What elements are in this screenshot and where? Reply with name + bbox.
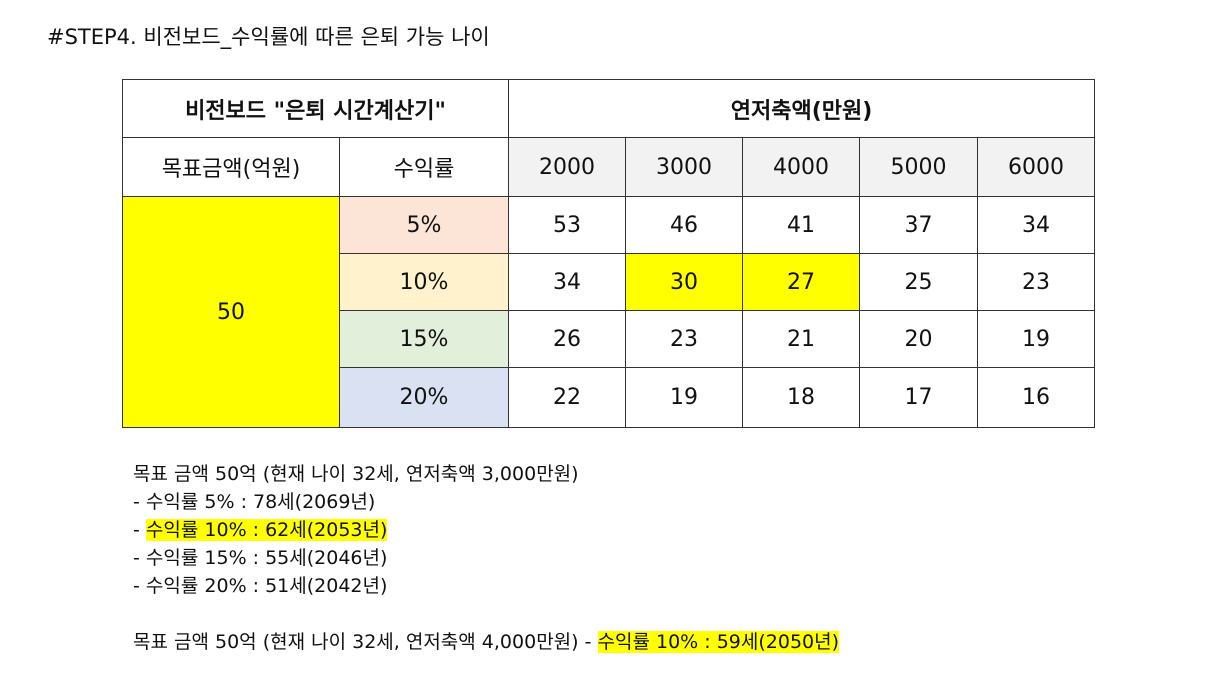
retirement-age-cell: 16 — [977, 367, 1096, 428]
return-rate-header: 수익률 — [338, 137, 510, 197]
list-item: - 수익률 10% : 62세(2053년) — [133, 516, 839, 544]
retirement-age-cell: 25 — [859, 253, 979, 311]
rate-result-text: 수익률 15% : 55세(2046년) — [145, 547, 388, 569]
retirement-age-cell: 20 — [859, 310, 979, 368]
table-title-row: 비전보드 "은퇴 시간계산기" 연저축액(만원) — [121, 79, 1096, 138]
return-rate-cell: 15% — [338, 310, 510, 368]
highlighted-age-cell: 30 — [625, 253, 744, 311]
list-item: - 수익률 15% : 55세(2046년) — [133, 544, 839, 572]
notes-heading-3000: 목표 금액 50억 (현재 나이 32세, 연저축액 3,000만원) — [133, 463, 579, 485]
annual-savings-header: 연저축액(만원) — [508, 79, 1096, 138]
rate-result-text: 수익률 20% : 51세(2042년) — [145, 575, 388, 597]
retirement-age-cell: 46 — [625, 196, 744, 254]
retirement-age-cell: 34 — [977, 196, 1096, 254]
list-bullet: - — [133, 491, 146, 513]
list-bullet: - — [133, 575, 146, 597]
retirement-calculator-table: 비전보드 "은퇴 시간계산기" 연저축액(만원) 목표금액(억원) 수익률 20… — [121, 79, 1096, 428]
retirement-age-cell: 22 — [508, 367, 627, 428]
retirement-age-cell: 37 — [859, 196, 979, 254]
table-row: 15% 26 23 21 20 19 — [123, 310, 1096, 368]
retirement-age-cell: 23 — [625, 310, 744, 368]
retirement-age-cell: 41 — [742, 196, 861, 254]
retirement-age-cell: 17 — [859, 367, 979, 428]
savings-column-header: 2000 — [508, 137, 627, 197]
retirement-age-cell: 34 — [508, 253, 627, 311]
table-row: 50 5% 53 46 41 37 34 — [122, 196, 1096, 428]
retirement-age-cell: 19 — [625, 367, 744, 428]
table-row: 20% 22 19 18 17 16 — [123, 367, 1096, 428]
savings-column-header: 3000 — [625, 137, 744, 197]
return-rate-cell: 10% — [338, 253, 510, 311]
page-title: #STEP4. 비전보드_수익률에 따른 은퇴 가능 나이 — [47, 25, 490, 49]
retirement-age-cell: 19 — [977, 310, 1096, 368]
savings-column-header: 5000 — [859, 137, 979, 197]
list-bullet: - — [133, 519, 146, 541]
return-rate-cell: 5% — [338, 196, 510, 254]
highlighted-rate-result-text: 수익률 10% : 59세(2050년) — [597, 631, 840, 653]
retirement-age-cell: 53 — [508, 196, 627, 254]
savings-column-header: 6000 — [977, 137, 1096, 197]
retirement-age-cell: 18 — [742, 367, 861, 428]
notes-heading-4000: 목표 금액 50억 (현재 나이 32세, 연저축액 4,000만원) - 수익… — [133, 628, 840, 656]
list-bullet: - — [133, 547, 146, 569]
scenario-text: 목표 금액 50억 (현재 나이 32세, 연저축액 4,000만원) - — [133, 631, 598, 653]
retirement-age-cell: 26 — [508, 310, 627, 368]
notes-section: 목표 금액 50억 (현재 나이 32세, 연저축액 3,000만원) - 수익… — [133, 460, 840, 656]
highlighted-rate-result-text: 수익률 10% : 62세(2053년) — [145, 519, 388, 541]
highlighted-age-cell: 27 — [742, 253, 861, 311]
retirement-age-cell: 21 — [742, 310, 861, 368]
list-item: - 수익률 5% : 78세(2069년) — [133, 488, 839, 516]
retirement-age-cell: 23 — [977, 253, 1096, 311]
return-rate-cell: 20% — [338, 367, 510, 428]
column-header-row: 목표금액(억원) 수익률 2000 3000 4000 5000 6000 — [122, 137, 1096, 197]
savings-column-header: 4000 — [742, 137, 861, 197]
table-row: 10% 34 30 27 25 23 — [123, 253, 1096, 311]
target-amount-value: 50 — [122, 196, 340, 428]
rate-result-text: 수익률 5% : 78세(2069년) — [145, 491, 376, 513]
target-amount-header: 목표금액(억원) — [122, 137, 340, 197]
calculator-title: 비전보드 "은퇴 시간계산기" — [121, 79, 510, 138]
list-item: - 수익률 20% : 51세(2042년) — [133, 572, 839, 600]
